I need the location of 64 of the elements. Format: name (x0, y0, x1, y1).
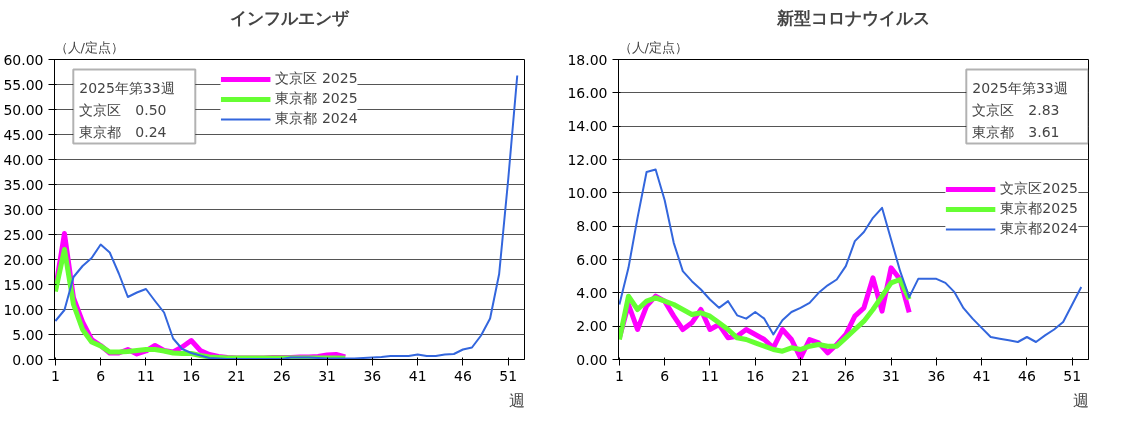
x-tick-label: 46 (1018, 367, 1036, 384)
annotation: 2025年第33週 (972, 79, 1068, 96)
annotation: 東京都 3.61 (972, 123, 1060, 140)
x-tick-label: 26 (272, 367, 291, 384)
x-axis-title: 週 (1072, 390, 1089, 410)
x-tick-label: 21 (227, 367, 246, 384)
annotation: 文京区 2.83 (972, 101, 1060, 118)
legend-label: 文京区 2025 (275, 70, 358, 88)
line-series (618, 168, 1083, 343)
x-tick-label: 41 (408, 367, 427, 384)
x-tick-label: 31 (318, 367, 336, 384)
x-tick-label: 31 (882, 367, 900, 384)
y-tick-label: 2.00 (576, 318, 608, 335)
y-axis-title: （人/定点） (54, 39, 124, 55)
legend-label: 東京都 2025 (275, 90, 358, 108)
y-tick-label: 10.00 (3, 301, 44, 318)
y-tick-label: 35.00 (3, 176, 44, 193)
x-tick-label: 1 (50, 367, 60, 384)
x-tick-label: 16 (746, 367, 765, 384)
x-tick-label: 26 (836, 367, 855, 384)
legend-label: 文京区2025 (1000, 180, 1078, 198)
x-tick-label: 51 (499, 367, 518, 384)
y-tick-label: 55.00 (3, 76, 44, 93)
y-tick-label: 60.00 (3, 51, 44, 68)
y-tick-label: 50.00 (3, 101, 44, 118)
x-tick-label: 21 (791, 367, 810, 384)
y-tick-label: 4.00 (576, 284, 608, 301)
annotation: 文京区 0.50 (79, 101, 167, 118)
y-tick-label: 5.00 (12, 326, 44, 343)
y-tick-label: 12.00 (567, 151, 608, 168)
y-tick-label: 40.00 (3, 151, 44, 168)
chart-title: 新型コロナウイルス (776, 7, 930, 28)
y-tick-label: 20.00 (3, 251, 44, 268)
y-tick-label: 30.00 (3, 201, 44, 218)
x-tick-label: 1 (614, 367, 624, 384)
x-tick-label: 36 (363, 367, 382, 384)
x-tick-label: 46 (454, 367, 472, 384)
x-tick-label: 6 (660, 367, 670, 384)
x-tick-label: 11 (137, 367, 155, 384)
y-tick-label: 45.00 (3, 126, 44, 143)
y-tick-label: 14.00 (567, 118, 608, 135)
y-tick-label: 25.00 (3, 226, 44, 243)
y-tick-label: 16.00 (567, 84, 608, 101)
annotation: 2025年第33週 (79, 79, 175, 96)
y-tick-label: 10.00 (567, 184, 608, 201)
x-tick-label: 36 (927, 367, 946, 384)
y-axis-title: （人/定点） (618, 39, 688, 55)
y-tick-label: 0.00 (12, 351, 44, 368)
annotation: 東京都 0.24 (79, 123, 167, 140)
y-tick-label: 6.00 (576, 251, 608, 268)
x-tick-label: 41 (972, 367, 991, 384)
chart-title: インフルエンザ (230, 7, 350, 28)
y-tick-label: 15.00 (3, 276, 44, 293)
x-tick-label: 11 (701, 367, 719, 384)
x-tick-label: 51 (1063, 367, 1082, 384)
x-tick-label: 6 (96, 367, 106, 384)
x-axis-title: 週 (508, 390, 525, 410)
legend-label: 東京都2025 (1000, 200, 1078, 218)
y-tick-label: 0.00 (576, 351, 608, 368)
x-tick-label: 16 (182, 367, 201, 384)
y-tick-label: 8.00 (576, 218, 608, 235)
legend-label: 東京都 2024 (275, 110, 358, 128)
legend-label: 東京都2024 (1000, 220, 1078, 238)
y-tick-label: 18.00 (567, 51, 608, 68)
